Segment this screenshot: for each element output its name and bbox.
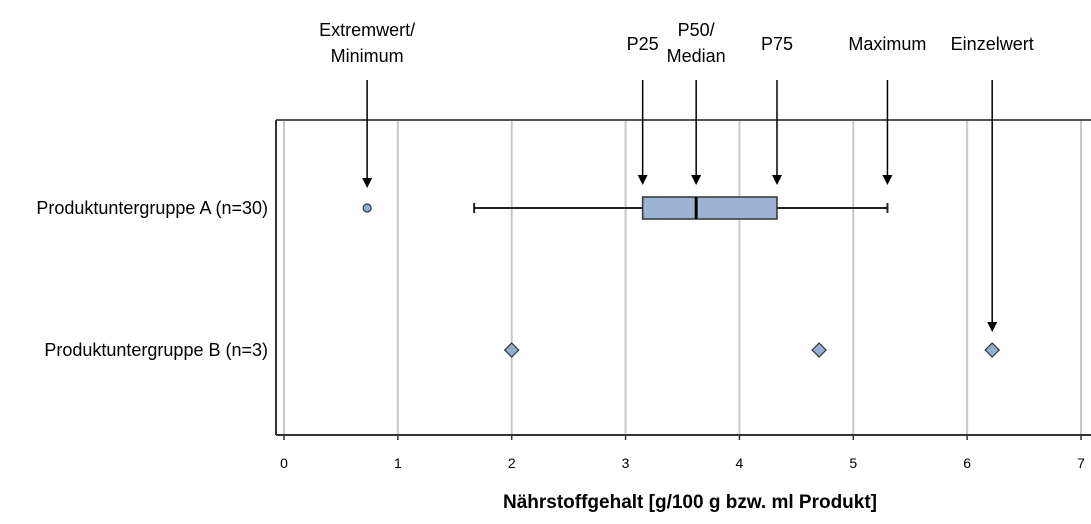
labels-layer: 0 1 2 3 4 5 6 7 Nährstoffgehalt [g/100 g bzw. ml… <box>36 198 1085 513</box>
plot-frame <box>275 119 1091 440</box>
annotation-p75-line-0: P75 <box>761 34 793 54</box>
annotation-maximum-line-0: Maximum <box>848 34 926 54</box>
single-value-marker-2 <box>984 342 1001 358</box>
x-tick-label-7: 7 <box>1077 455 1085 471</box>
annotation-extremwert-line-1: Minimum <box>331 46 404 66</box>
x-tick-label-5: 5 <box>849 455 857 471</box>
single-value-marker-0 <box>503 342 520 358</box>
x-tick-label-6: 6 <box>963 455 971 471</box>
annotation-layer: Extremwert/Minimum P25 P50/Median P75 Maximu… <box>319 20 1034 332</box>
category-label-1: Produktuntergruppe B (n=3) <box>44 340 268 360</box>
marks-layer <box>362 196 1001 358</box>
iqr-box <box>641 196 778 220</box>
annotation-einzelwert-line-0: Einzelwert <box>951 34 1034 54</box>
x-tick-label-0: 0 <box>280 455 288 471</box>
x-tick-label-4: 4 <box>736 455 744 471</box>
category-label-0: Produktuntergruppe A (n=30) <box>36 198 268 218</box>
single-value-marker-1 <box>811 342 827 358</box>
annotation-p25-line-0: P25 <box>627 34 659 54</box>
x-tick-label-1: 1 <box>394 455 402 471</box>
annotation-p50-line-0: P50/ <box>678 20 715 40</box>
annotation-extremwert-line-0: Extremwert/ <box>319 20 415 40</box>
x-axis-label: Nährstoffgehalt [g/100 g bzw. ml Produkt… <box>503 492 877 513</box>
grid-layer <box>283 120 1082 435</box>
annotation-p50-line-1: Median <box>667 46 726 66</box>
outlier-point-0 <box>362 203 372 213</box>
x-tick-label-2: 2 <box>508 455 516 471</box>
x-tick-label-3: 3 <box>622 455 630 471</box>
